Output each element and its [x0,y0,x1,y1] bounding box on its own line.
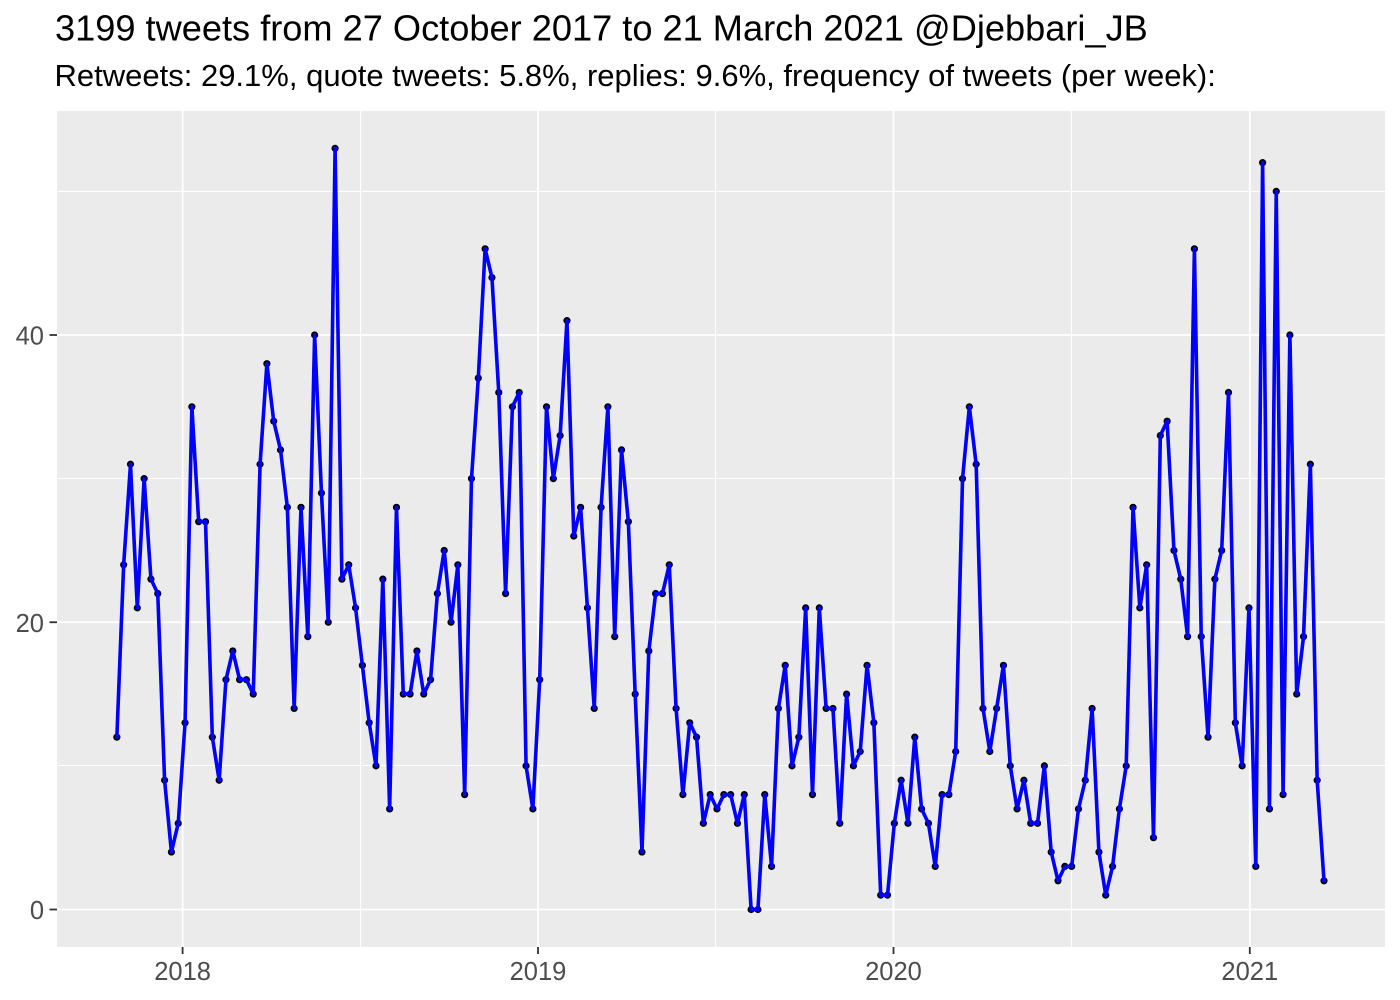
svg-text:2021: 2021 [1221,958,1278,986]
svg-text:2019: 2019 [510,958,567,986]
svg-text:2018: 2018 [154,958,211,986]
svg-text:0: 0 [30,897,44,925]
svg-text:Retweets: 29.1%, quote tweets:: Retweets: 29.1%, quote tweets: 5.8%, rep… [55,58,1216,93]
svg-text:40: 40 [16,323,44,351]
svg-text:2020: 2020 [865,958,922,986]
svg-text:20: 20 [16,610,44,638]
svg-text:3199 tweets from 27 October 20: 3199 tweets from 27 October 2017 to 21 M… [55,8,1148,49]
